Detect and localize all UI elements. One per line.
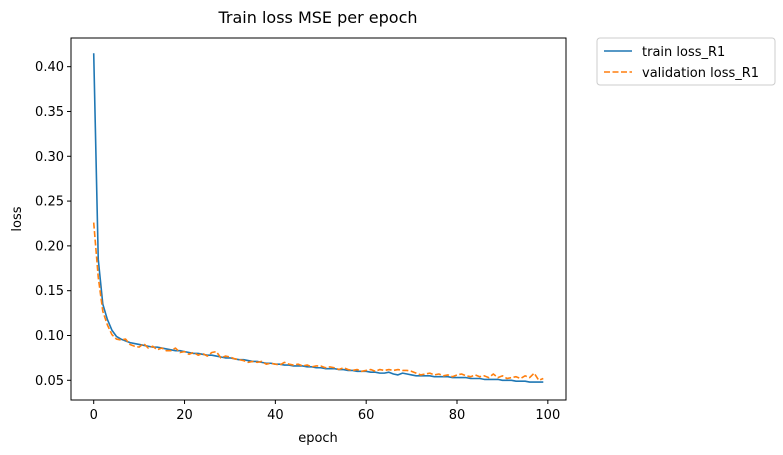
legend-label-validation-loss: validation loss_R1 bbox=[642, 66, 759, 81]
chart-title: Train loss MSE per epoch bbox=[217, 8, 417, 27]
x-tick-label: 60 bbox=[358, 408, 375, 423]
x-tick-label: 40 bbox=[267, 408, 284, 423]
y-axis: 0.05 0.10 0.15 0.20 0.25 0.30 0.35 0.40 bbox=[35, 60, 71, 389]
x-tick-label: 20 bbox=[176, 408, 193, 423]
y-tick-label: 0.20 bbox=[35, 239, 64, 254]
y-tick-label: 0.25 bbox=[35, 195, 64, 210]
x-tick-label: 0 bbox=[90, 408, 98, 423]
legend-label-train-loss: train loss_R1 bbox=[642, 45, 725, 60]
legend-box bbox=[596, 37, 776, 86]
y-tick-label: 0.15 bbox=[35, 284, 64, 299]
y-tick-label: 0.35 bbox=[35, 105, 64, 120]
legend: train loss_R1 validation loss_R1 bbox=[596, 37, 776, 86]
x-axis-label: epoch bbox=[298, 431, 338, 446]
y-tick-label: 0.30 bbox=[35, 150, 64, 165]
y-axis-label: loss bbox=[10, 206, 25, 231]
x-tick-label: 100 bbox=[535, 408, 560, 423]
x-axis: 0 20 40 60 80 100 bbox=[90, 400, 560, 423]
series-line-validation-loss bbox=[92, 222, 544, 382]
y-tick-label: 0.05 bbox=[35, 374, 64, 389]
x-tick-label: 80 bbox=[449, 408, 466, 423]
y-tick-label: 0.10 bbox=[35, 329, 64, 344]
y-tick-label: 0.40 bbox=[35, 60, 64, 75]
plot-area bbox=[70, 37, 567, 401]
plot-frame bbox=[70, 37, 567, 401]
series-group bbox=[92, 53, 544, 383]
series-line-train-loss bbox=[92, 53, 544, 383]
